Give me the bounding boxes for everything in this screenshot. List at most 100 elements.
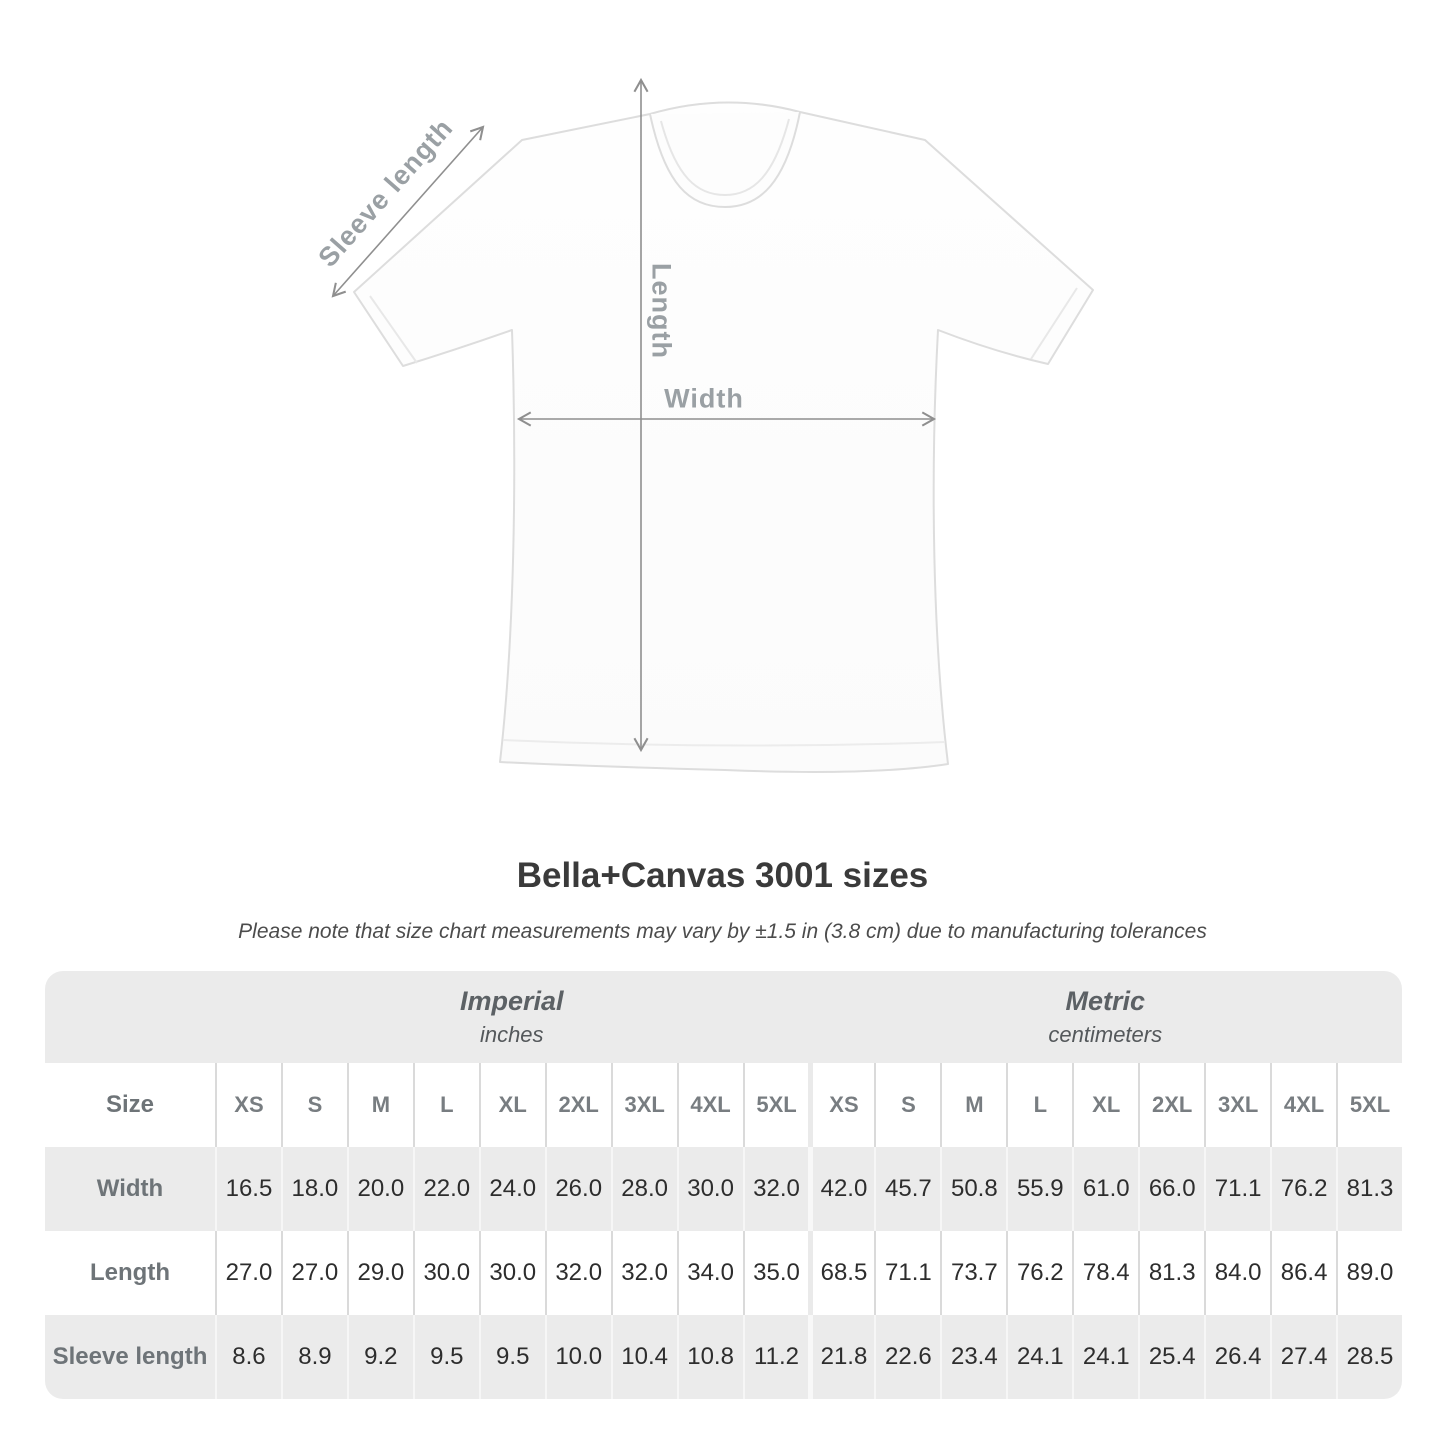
table-cell: 50.8: [940, 1147, 1006, 1231]
table-cell: 68.5: [808, 1231, 874, 1315]
tshirt-illustration: [331, 77, 1094, 773]
tshirt-hem-seam: [502, 739, 946, 747]
size-column-header: M: [346, 1063, 413, 1147]
table-cell: 32.0: [610, 1231, 677, 1315]
size-column-header: 4XL: [1270, 1063, 1336, 1147]
table-cell: 8.6: [215, 1315, 281, 1399]
tshirt-right-cuff-seam: [1030, 287, 1078, 360]
table-cell: 30.0: [478, 1231, 545, 1315]
table-cell: 78.4: [1072, 1231, 1138, 1315]
table-cell: 66.0: [1138, 1147, 1204, 1231]
table-cell: 26.4: [1204, 1315, 1270, 1399]
table-cell: 84.0: [1204, 1231, 1270, 1315]
width-row: Width 16.5 18.0 20.0 22.0 24.0 26.0 28.0 30.0 32…: [45, 1147, 1402, 1231]
table-cell: 9.5: [412, 1315, 479, 1399]
width-row-label: Width: [96, 1175, 164, 1202]
table-cell: 42.0: [808, 1147, 874, 1231]
table-cell: 27.4: [1270, 1315, 1336, 1399]
table-cell: 9.2: [346, 1315, 413, 1399]
unit-band-spacer: [45, 971, 215, 1063]
tshirt-collar-outer: [649, 111, 801, 209]
tshirt-body-outline: [353, 101, 1094, 773]
table-cell: 32.0: [742, 1147, 809, 1231]
table-cell: 76.2: [1270, 1147, 1336, 1231]
table-cell: 71.1: [874, 1231, 940, 1315]
size-column-header: XL: [478, 1063, 545, 1147]
size-column-header: S: [874, 1063, 940, 1147]
unit-header-band: Imperial inches Metric centimeters: [45, 971, 1402, 1063]
table-cell: 22.0: [412, 1147, 479, 1231]
sleeve-length-row-label: Sleeve length: [52, 1343, 208, 1370]
table-cell: 24.1: [1006, 1315, 1072, 1399]
table-cell: 81.3: [1138, 1231, 1204, 1315]
table-cell: 20.0: [346, 1147, 413, 1231]
table-cell: 24.1: [1072, 1315, 1138, 1399]
table-cell: 26.0: [544, 1147, 611, 1231]
table-cell: 9.5: [478, 1315, 545, 1399]
table-cell: 81.3: [1336, 1147, 1402, 1231]
sleeve-length-arrow: [331, 125, 485, 298]
table-cell: 61.0: [1072, 1147, 1138, 1231]
table-cell: 89.0: [1336, 1231, 1402, 1315]
size-column-header: XL: [1072, 1063, 1138, 1147]
size-column-header: 3XL: [610, 1063, 677, 1147]
width-label: Width: [664, 383, 744, 414]
size-table: Imperial inches Metric centimeters Size …: [45, 971, 1402, 1399]
imperial-label: Imperial: [459, 986, 564, 1016]
table-cell: 55.9: [1006, 1147, 1072, 1231]
page-title: Bella+Canvas 3001 sizes: [516, 856, 929, 895]
table-cell: 35.0: [742, 1231, 809, 1315]
length-row: Length 27.0 27.0 29.0 30.0 30.0 32.0 32.0 34.0 3…: [45, 1231, 1402, 1315]
tshirt-left-cuff-seam: [369, 295, 418, 364]
size-column-header: 4XL: [676, 1063, 743, 1147]
size-header-row: Size XS S M L XL 2XL 3XL 4XL 5XL XS S M L XL 2XL 3XL 4XL…: [45, 1063, 1402, 1147]
table-cell: 28.0: [610, 1147, 677, 1231]
size-column-header: 5XL: [1336, 1063, 1402, 1147]
size-column-header: M: [940, 1063, 1006, 1147]
table-cell: 32.0: [544, 1231, 611, 1315]
tshirt-measurement-diagram: Sleeve length Length Width: [312, 77, 1094, 773]
size-column-header: XS: [215, 1063, 281, 1147]
table-cell: 86.4: [1270, 1231, 1336, 1315]
table-cell: 27.0: [280, 1231, 347, 1315]
table-cell: 23.4: [940, 1315, 1006, 1399]
table-cell: 29.0: [346, 1231, 413, 1315]
table-cell: 18.0: [280, 1147, 347, 1231]
size-column-header: S: [280, 1063, 347, 1147]
table-cell: 10.0: [544, 1315, 611, 1399]
size-column-header: L: [412, 1063, 479, 1147]
sleeve-length-row: Sleeve length 8.6 8.9 9.2 9.5 9.5 10.0 10.4 10.…: [45, 1315, 1402, 1399]
length-row-label: Length: [90, 1259, 170, 1286]
metric-label: Metric: [1065, 986, 1146, 1016]
size-column-header: 3XL: [1204, 1063, 1270, 1147]
table-cell: 10.8: [676, 1315, 743, 1399]
size-row-label: Size: [105, 1091, 155, 1118]
imperial-sublabel: inches: [479, 1022, 544, 1047]
table-cell: 8.9: [280, 1315, 347, 1399]
table-cell: 28.5: [1336, 1315, 1402, 1399]
length-label: Length: [646, 263, 677, 359]
metric-sublabel: centimeters: [1048, 1022, 1163, 1047]
size-column-header: XS: [808, 1063, 874, 1147]
size-column-header: 5XL: [742, 1063, 809, 1147]
size-column-header: 2XL: [544, 1063, 611, 1147]
tshirt-collar-seam: [660, 118, 790, 197]
table-cell: 45.7: [874, 1147, 940, 1231]
size-column-header: 2XL: [1138, 1063, 1204, 1147]
table-cell: 25.4: [1138, 1315, 1204, 1399]
table-cell: 10.4: [610, 1315, 677, 1399]
table-cell: 30.0: [412, 1231, 479, 1315]
size-column-header: L: [1006, 1063, 1072, 1147]
table-cell: 21.8: [808, 1315, 874, 1399]
table-cell: 76.2: [1006, 1231, 1072, 1315]
table-cell: 71.1: [1204, 1147, 1270, 1231]
table-cell: 27.0: [215, 1231, 281, 1315]
tolerance-note: Please note that size chart measurements…: [238, 920, 1207, 943]
table-cell: 24.0: [478, 1147, 545, 1231]
imperial-header: Imperial inches: [215, 971, 809, 1063]
table-cell: 22.6: [874, 1315, 940, 1399]
table-cell: 16.5: [215, 1147, 281, 1231]
table-cell: 73.7: [940, 1231, 1006, 1315]
metric-header: Metric centimeters: [809, 971, 1403, 1063]
